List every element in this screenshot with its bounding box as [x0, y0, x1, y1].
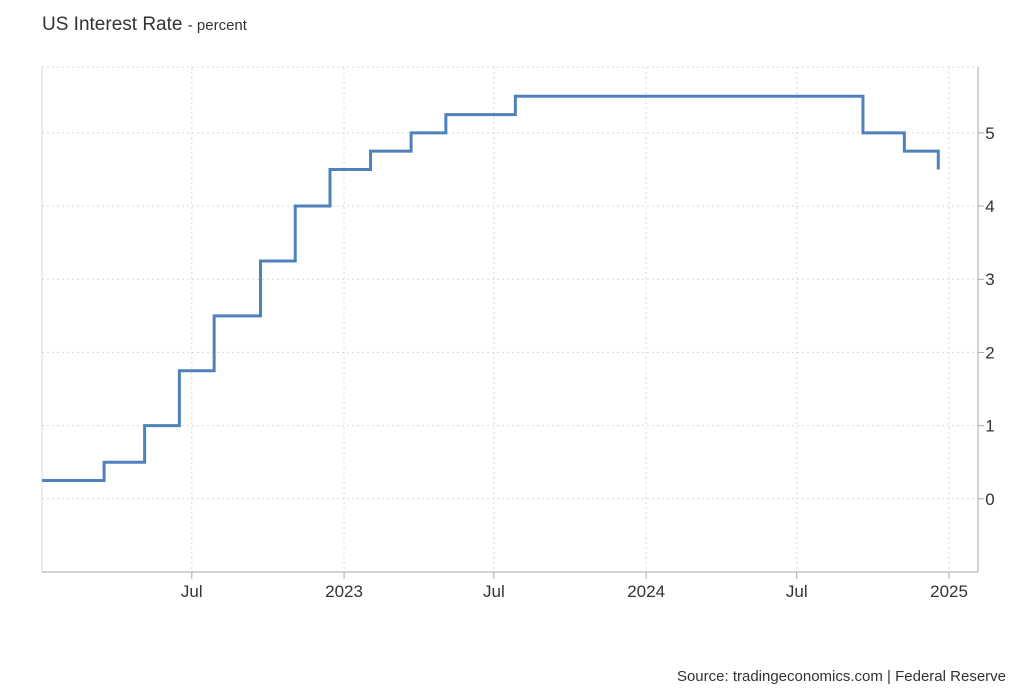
- series-line: [42, 94, 940, 483]
- x-tick-label: Jul: [181, 582, 203, 601]
- axes: [42, 67, 984, 579]
- y-tick-label: 2: [985, 343, 994, 362]
- source-note: Source: tradingeconomics.com | Federal R…: [676, 668, 1006, 685]
- chart-title-text: US Interest Rate: [42, 14, 183, 35]
- chart-title: US Interest Rate - percent: [42, 14, 247, 36]
- x-tick-label: 2024: [627, 582, 665, 601]
- series: [42, 94, 940, 483]
- x-tick-label: 2023: [325, 582, 363, 601]
- tick-labels: 0 1 2 3 4 5 Jul 2023 Jul 2024 Jul 2025: [181, 124, 995, 601]
- x-tick-label: Jul: [786, 582, 808, 601]
- y-tick-label: 1: [985, 417, 994, 436]
- y-tick-label: 5: [985, 124, 994, 143]
- y-tick-label: 3: [985, 270, 994, 289]
- x-tick-label: Jul: [483, 582, 505, 601]
- chart-unit: - percent: [187, 17, 247, 34]
- y-tick-label: 4: [985, 197, 994, 216]
- x-tick-label: 2025: [930, 582, 968, 601]
- y-tick-label: 0: [985, 490, 994, 509]
- grid: [41, 66, 978, 572]
